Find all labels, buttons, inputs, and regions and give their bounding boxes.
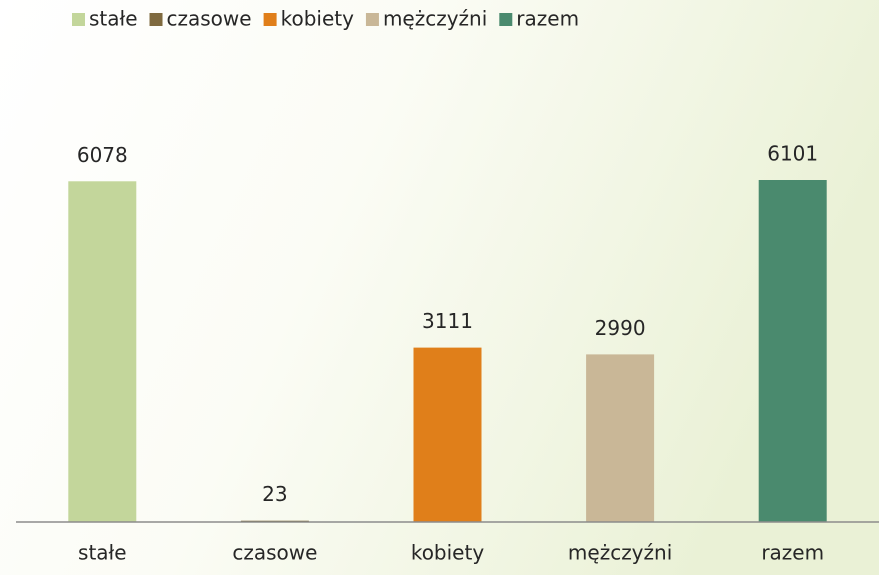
legend-swatch <box>365 13 379 26</box>
bar <box>586 354 655 522</box>
data-label: 3111 <box>422 309 473 333</box>
legend-label: kobiety <box>281 7 355 31</box>
data-label: 6101 <box>767 142 818 166</box>
legend-label: razem <box>516 7 579 31</box>
bar <box>413 347 482 522</box>
legend-swatch <box>499 13 513 26</box>
legend-swatch <box>149 13 163 26</box>
data-label: 2990 <box>595 316 646 340</box>
bar <box>758 180 827 522</box>
data-label: 6078 <box>77 143 128 167</box>
legend-label: czasowe <box>167 7 252 31</box>
legend-label: stałe <box>89 7 138 31</box>
bar <box>68 181 137 522</box>
x-tick-label: kobiety <box>411 541 485 565</box>
x-tick-label: stałe <box>78 541 127 565</box>
legend-swatch <box>263 13 277 26</box>
legend-swatch <box>72 13 85 26</box>
x-tick-label: razem <box>761 541 824 565</box>
data-label: 23 <box>262 482 287 506</box>
x-tick-label: czasowe <box>232 541 317 565</box>
x-tick-label: mężczyźni <box>568 541 672 565</box>
legend-label: mężczyźni <box>383 7 487 31</box>
